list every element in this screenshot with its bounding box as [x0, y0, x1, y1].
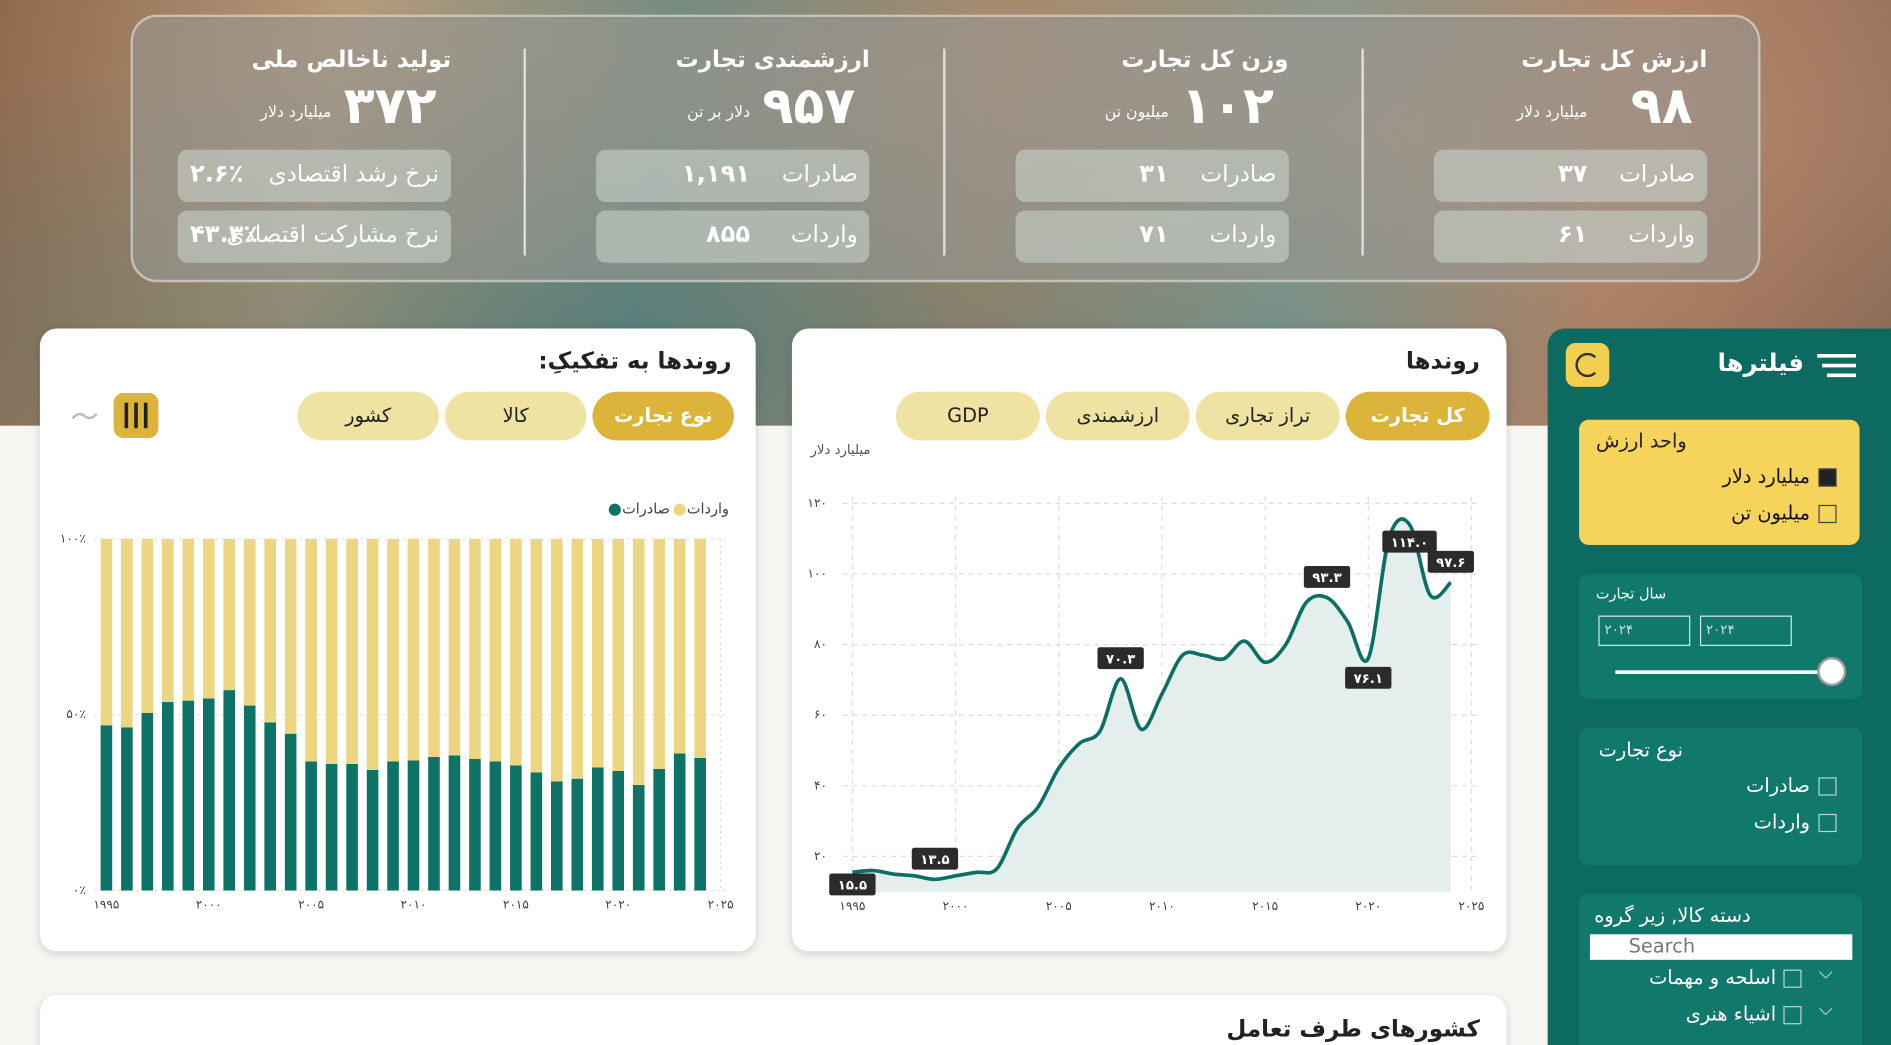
kpi-row: صادرات ۱,۱۹۱ [596, 149, 870, 202]
year-input-value: ۲۰۲۴ [1706, 621, 1735, 638]
chart-tab[interactable]: ارزشمندی [1045, 391, 1190, 441]
option-label[interactable]: میلیارد دلار [1722, 464, 1810, 488]
year-input[interactable]: ۲۰۲۴ [1598, 615, 1691, 646]
checkbox[interactable] [1818, 504, 1837, 524]
year-slider-handle[interactable] [1817, 656, 1847, 687]
kpi-unit: میلیون تن [1104, 103, 1169, 122]
refresh-button[interactable] [1565, 343, 1610, 387]
kpi-unit: میلیارد دلار [1516, 103, 1588, 122]
kpi-row: نرخ مشارکت اقتصادی ۴۳.۳٪ [177, 210, 452, 263]
kpi-value: ۱۰۲ [1181, 75, 1275, 136]
menu-icon-line [1822, 363, 1856, 367]
chart-tab[interactable]: GDP [895, 391, 1040, 441]
section-title: نوع تجارت [1598, 738, 1684, 762]
option-label[interactable]: واردات [1753, 810, 1810, 834]
kpi-separator [943, 48, 946, 256]
kpi-row-value: ۳۱ [1139, 158, 1169, 188]
kpi-value: ۹۵۷ [762, 75, 856, 136]
filter-title: فیلترها [1717, 347, 1804, 378]
option-label[interactable]: صادرات [1746, 773, 1810, 797]
kpi-row-label: نرخ رشد اقتصادی [268, 160, 440, 188]
kpi-row-label: نرخ مشارکت اقتصادی [226, 221, 440, 249]
menu-icon-line [1826, 373, 1856, 377]
kpi-row-label: صادرات [1200, 160, 1277, 188]
kpi-row-value: ۲.۶٪ [189, 158, 244, 188]
kpi-row-value: ۷۱ [1139, 218, 1169, 249]
chart-tab[interactable]: نوع تجارت [592, 391, 734, 441]
option-label[interactable]: میلیون تن [1731, 501, 1810, 525]
trade-type-section [1579, 727, 1862, 865]
kpi-separator [1361, 48, 1364, 256]
year-section [1579, 574, 1862, 700]
kpi-row-value: ۱,۱۹۱ [681, 158, 751, 188]
kpi-title: تولید ناخالص ملی [251, 46, 452, 73]
kpi-row-value: ۸۵۵ [705, 218, 751, 249]
search-input[interactable]: Search [1589, 934, 1853, 960]
checkbox[interactable] [1818, 468, 1837, 487]
kpi-separator [523, 48, 526, 256]
kpi-unit: دلار بر تن [687, 103, 751, 122]
kpi-row-label: صادرات [1619, 160, 1696, 188]
kpi-row-value: ۴۳.۳٪ [189, 218, 259, 249]
chart-tab[interactable]: تراز تجاری [1195, 391, 1340, 441]
kpi-title: وزن کل تجارت [1121, 46, 1289, 73]
chart-tab[interactable]: کشور [297, 391, 439, 441]
kpi-row: واردات ۸۵۵ [596, 210, 870, 263]
chart-tab[interactable]: کالا [444, 391, 587, 441]
kpi-row: واردات ۶۱ [1433, 210, 1708, 263]
kpi-row: صادرات ۳۷ [1433, 149, 1708, 202]
kpi-row: واردات ۷۱ [1015, 210, 1289, 263]
value-unit-section [1579, 419, 1860, 546]
kpi-title: ارزش کل تجارت [1521, 46, 1708, 73]
kpi-row-value: ۶۱ [1557, 218, 1588, 249]
checkbox[interactable] [1783, 969, 1802, 988]
checkbox[interactable] [1818, 813, 1837, 833]
checkbox[interactable] [1783, 1006, 1802, 1025]
chart-card [39, 995, 1507, 1045]
kpi-row: نرخ رشد اقتصادی ۲.۶٪ [177, 149, 452, 202]
chart-title: روندها [1405, 347, 1480, 375]
kpi-title: ارزشمندی تجارت [675, 46, 870, 73]
checkbox[interactable] [1818, 777, 1837, 796]
option-label[interactable]: اشیاء هنری [1685, 1002, 1777, 1026]
chart-type-button[interactable] [113, 392, 159, 438]
icon-bar [134, 402, 138, 429]
kpi-value: ۳۷۲ [343, 75, 437, 136]
kpi-row-label: واردات [1628, 221, 1696, 249]
category-section [1579, 894, 1862, 1045]
kpi-row-label: واردات [790, 221, 858, 249]
year-input-value: ۲۰۲۴ [1604, 621, 1634, 638]
option-label[interactable]: اسلحه و مهمات [1649, 965, 1777, 990]
search-placeholder: Search [1628, 934, 1696, 958]
panel-title: کشورهای طرف تعامل [1226, 1015, 1480, 1043]
kpi-value: ۹۸ [1630, 75, 1693, 136]
icon-bar [124, 402, 129, 429]
menu-icon-line [1817, 354, 1856, 358]
kpi-row-value: ۳۷ [1557, 158, 1588, 188]
year-slider-track [1615, 670, 1833, 674]
year-input[interactable]: ۲۰۲۴ [1699, 615, 1792, 646]
section-title: سال تجارت [1595, 585, 1667, 603]
icon-bar [143, 402, 148, 429]
section-title: دسته کالا, زیر گروه [1594, 903, 1751, 927]
chart-tab[interactable]: کل تجارت [1345, 391, 1490, 441]
refresh-icon [1575, 352, 1600, 378]
section-title: واحد ارزش [1596, 429, 1687, 453]
kpi-row: صادرات ۳۱ [1015, 149, 1289, 202]
kpi-unit: میلیارد دلار [260, 103, 332, 122]
kpi-row-label: صادرات [781, 160, 858, 188]
kpi-row-label: واردات [1209, 221, 1277, 249]
chart-title: روندها به تفکیکِ: [538, 347, 732, 375]
